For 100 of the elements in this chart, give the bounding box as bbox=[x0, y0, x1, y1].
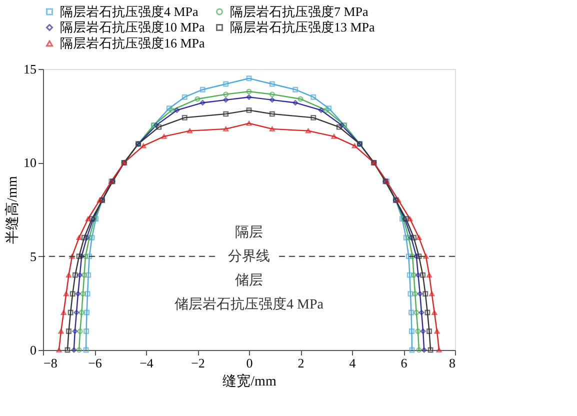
point bbox=[269, 111, 275, 117]
point bbox=[428, 347, 434, 353]
x-tick-label: −2 bbox=[191, 356, 205, 370]
point bbox=[416, 254, 422, 260]
point bbox=[269, 81, 275, 87]
point bbox=[140, 143, 146, 148]
point bbox=[82, 254, 88, 260]
point bbox=[396, 198, 402, 203]
point bbox=[411, 234, 417, 240]
point bbox=[56, 348, 62, 352]
point bbox=[310, 94, 316, 100]
point bbox=[406, 272, 412, 278]
point bbox=[269, 92, 275, 98]
point bbox=[63, 291, 69, 296]
point bbox=[77, 328, 83, 334]
point bbox=[352, 143, 358, 148]
legend-label: 隔层岩石抗压强度13 MPa bbox=[230, 20, 376, 34]
point bbox=[84, 291, 90, 297]
ref-line-label: 分界线 bbox=[228, 248, 270, 264]
x-tick-label: 0 bbox=[246, 356, 253, 370]
point bbox=[80, 291, 86, 297]
point bbox=[84, 328, 89, 334]
point bbox=[78, 310, 84, 316]
point bbox=[416, 235, 422, 240]
annotation: 隔层 bbox=[235, 225, 263, 240]
point bbox=[89, 234, 95, 240]
point bbox=[292, 86, 298, 92]
point bbox=[70, 291, 76, 297]
point bbox=[200, 86, 206, 92]
point bbox=[310, 114, 316, 120]
legend-label: 隔层岩石抗压强度10 MPa bbox=[60, 20, 206, 34]
point bbox=[187, 128, 192, 134]
point bbox=[429, 291, 435, 296]
point bbox=[408, 310, 414, 316]
point bbox=[408, 234, 414, 240]
point bbox=[68, 310, 74, 316]
point bbox=[298, 96, 304, 102]
point bbox=[246, 88, 252, 94]
point bbox=[246, 120, 252, 126]
point bbox=[406, 234, 412, 240]
x-tick-label: 6 bbox=[400, 356, 408, 370]
point bbox=[292, 100, 298, 106]
point bbox=[86, 254, 92, 260]
point bbox=[336, 124, 342, 130]
annotation: 储层 bbox=[235, 272, 263, 288]
point bbox=[403, 234, 409, 240]
point bbox=[432, 310, 438, 315]
point bbox=[326, 106, 332, 112]
point bbox=[420, 328, 426, 334]
point bbox=[306, 128, 311, 134]
point bbox=[434, 328, 440, 334]
point bbox=[78, 254, 84, 260]
y-tick-label: 15 bbox=[24, 62, 36, 76]
point bbox=[269, 97, 275, 103]
point bbox=[58, 328, 64, 334]
y-tick-label: 5 bbox=[30, 248, 36, 264]
point bbox=[76, 254, 82, 260]
point bbox=[436, 348, 442, 352]
point bbox=[72, 328, 78, 334]
point bbox=[408, 291, 414, 297]
point bbox=[76, 235, 82, 240]
point bbox=[66, 328, 72, 334]
point bbox=[409, 347, 415, 353]
x-tick-label: 8 bbox=[449, 356, 456, 370]
point bbox=[426, 328, 432, 334]
y-axis-title: 半缝高/mm bbox=[4, 176, 20, 244]
x-tick-label: 2 bbox=[298, 356, 304, 370]
point bbox=[60, 310, 66, 315]
point bbox=[69, 254, 75, 259]
point bbox=[75, 291, 81, 297]
point bbox=[64, 347, 70, 353]
point bbox=[410, 254, 416, 260]
point bbox=[223, 97, 229, 103]
point bbox=[81, 272, 87, 278]
point bbox=[169, 107, 174, 113]
point bbox=[415, 328, 421, 334]
point bbox=[246, 94, 252, 100]
point bbox=[96, 198, 102, 203]
point bbox=[161, 134, 167, 139]
x-axis-title: 缝宽/mm bbox=[222, 374, 276, 390]
point bbox=[415, 272, 421, 278]
point bbox=[174, 107, 180, 113]
point bbox=[246, 107, 252, 113]
point bbox=[66, 272, 72, 278]
point bbox=[411, 272, 417, 278]
point bbox=[246, 76, 252, 82]
point bbox=[223, 111, 229, 117]
point bbox=[417, 291, 423, 297]
legend-label: 隔层岩石抗压强度7 MPa bbox=[230, 4, 369, 19]
point bbox=[154, 122, 160, 128]
point bbox=[420, 272, 426, 278]
point bbox=[418, 310, 424, 316]
point bbox=[86, 234, 92, 240]
point bbox=[72, 272, 78, 278]
point bbox=[426, 272, 432, 278]
point bbox=[182, 94, 188, 100]
point bbox=[83, 347, 89, 353]
point bbox=[406, 254, 412, 260]
y-tick-label: 0 bbox=[30, 342, 36, 358]
point bbox=[194, 96, 200, 102]
